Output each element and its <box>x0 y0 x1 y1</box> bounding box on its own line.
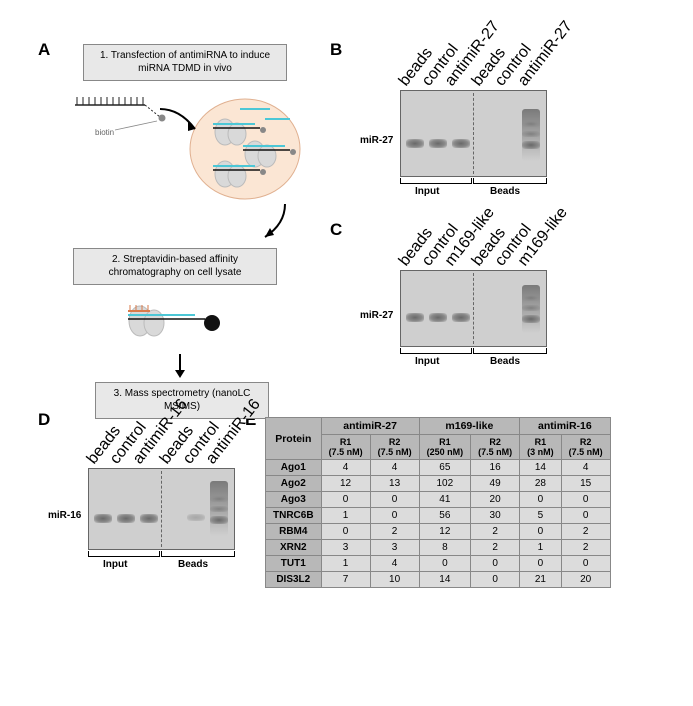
table-value: 4 <box>561 460 610 476</box>
protein-name: Ago1 <box>266 460 322 476</box>
table-value: 3 <box>370 540 419 556</box>
table-value: 0 <box>561 508 610 524</box>
table-value: 0 <box>321 492 370 508</box>
mir-label: miR-27 <box>360 135 393 146</box>
rep-header: R2(7.5 nM) <box>370 435 419 460</box>
input-label: Input <box>103 559 127 570</box>
protein-name: TNRC6B <box>266 508 322 524</box>
step1-box: 1. Transfection of antimiRNA to induce m… <box>83 44 287 81</box>
beads-label: Beads <box>490 356 520 367</box>
table-value: 49 <box>471 476 520 492</box>
table-value: 30 <box>471 508 520 524</box>
input-label: Input <box>415 186 439 197</box>
protein-name: Ago3 <box>266 492 322 508</box>
table-value: 8 <box>419 540 471 556</box>
table-value: 102 <box>419 476 471 492</box>
table-value: 13 <box>370 476 419 492</box>
group-header: antimiR-16 <box>520 418 611 435</box>
panel-label-a: A <box>38 40 50 60</box>
protein-header: Protein <box>266 418 322 460</box>
table-value: 20 <box>471 492 520 508</box>
protein-name: TUT1 <box>266 556 322 572</box>
panel-b-gel: beads control antimiR-27 beads control a… <box>360 40 550 90</box>
table-value: 10 <box>370 572 419 588</box>
table-value: 1 <box>520 540 562 556</box>
panel-a-diagram: 1. Transfection of antimiRNA to induce m… <box>65 44 295 419</box>
table-value: 0 <box>370 492 419 508</box>
rep-header: R2(7.5 nM) <box>471 435 520 460</box>
group-header: m169-like <box>419 418 520 435</box>
table-value: 14 <box>520 460 562 476</box>
table-value: 1 <box>321 556 370 572</box>
table-value: 28 <box>520 476 562 492</box>
table-value: 20 <box>561 572 610 588</box>
beads-label: Beads <box>490 186 520 197</box>
table-value: 12 <box>321 476 370 492</box>
table-value: 0 <box>520 556 562 572</box>
table-value: 0 <box>561 556 610 572</box>
table-value: 7 <box>321 572 370 588</box>
protein-name: DIS3L2 <box>266 572 322 588</box>
beads-label: Beads <box>178 559 208 570</box>
table-value: 56 <box>419 508 471 524</box>
panel-label-c: C <box>330 220 342 240</box>
table-value: 2 <box>561 540 610 556</box>
rep-header: R2(7.5 nM) <box>561 435 610 460</box>
table-value: 5 <box>520 508 562 524</box>
protein-name: RBM4 <box>266 524 322 540</box>
table-value: 0 <box>520 492 562 508</box>
table-value: 65 <box>419 460 471 476</box>
table-value: 0 <box>321 524 370 540</box>
table-value: 21 <box>520 572 562 588</box>
table-value: 4 <box>370 460 419 476</box>
table-value: 0 <box>419 556 471 572</box>
protein-name: Ago2 <box>266 476 322 492</box>
table-value: 3 <box>321 540 370 556</box>
input-label: Input <box>415 356 439 367</box>
table-value: 0 <box>561 492 610 508</box>
table-value: 12 <box>419 524 471 540</box>
table-value: 14 <box>419 572 471 588</box>
table-value: 4 <box>370 556 419 572</box>
group-header: antimiR-27 <box>321 418 419 435</box>
table-value: 2 <box>370 524 419 540</box>
table-value: 0 <box>471 556 520 572</box>
table-value: 0 <box>471 572 520 588</box>
protein-name: XRN2 <box>266 540 322 556</box>
mir-label: miR-16 <box>48 510 81 521</box>
table-value: 4 <box>321 460 370 476</box>
table-value: 1 <box>321 508 370 524</box>
table-value: 16 <box>471 460 520 476</box>
table-value: 0 <box>370 508 419 524</box>
panel-c-gel: beads control m169-like beads control m1… <box>360 220 550 270</box>
table-value: 41 <box>419 492 471 508</box>
step2-box: 2. Streptavidin-based affinity chromatog… <box>73 248 277 285</box>
table-value: 2 <box>471 540 520 556</box>
biotin-label: biotin <box>95 128 114 137</box>
table-value: 0 <box>520 524 562 540</box>
panel-label-b: B <box>330 40 342 60</box>
rep-header: R1(250 nM) <box>419 435 471 460</box>
panel-d-gel: beads control antimiR-16 beads control a… <box>48 418 238 468</box>
panel-e-table: ProteinantimiR-27m169-likeantimiR-16 R1(7… <box>265 417 611 588</box>
rep-header: R1(7.5 nM) <box>321 435 370 460</box>
table-value: 2 <box>561 524 610 540</box>
rep-header: R1(3 nM) <box>520 435 562 460</box>
table-value: 15 <box>561 476 610 492</box>
mir-label: miR-27 <box>360 310 393 321</box>
table-value: 2 <box>471 524 520 540</box>
